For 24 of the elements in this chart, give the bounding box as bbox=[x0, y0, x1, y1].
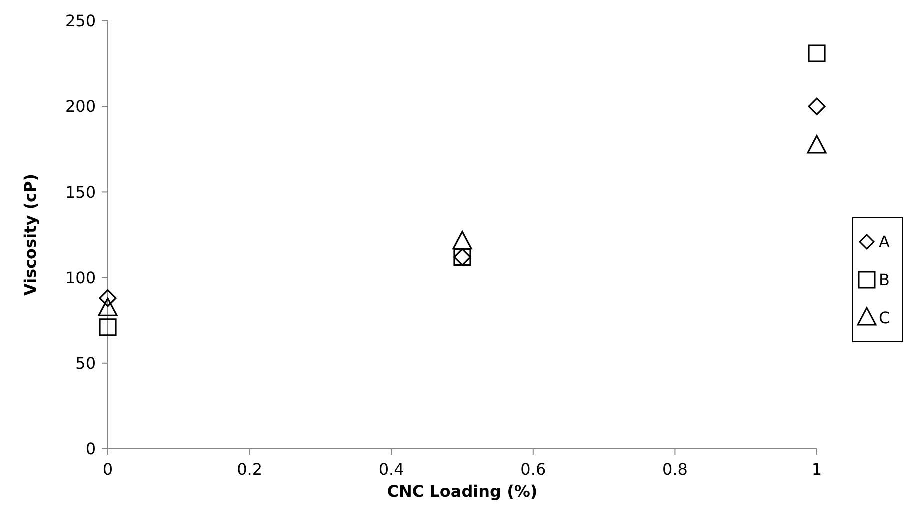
y-tick-label: 0 bbox=[86, 440, 96, 459]
point bbox=[808, 44, 826, 62]
legend-label: B bbox=[879, 270, 890, 290]
x-tick-label: 0.4 bbox=[378, 460, 404, 479]
x-axis-title: CNC Loading (%) bbox=[387, 482, 538, 501]
y-tick-label: 150 bbox=[65, 182, 96, 202]
point bbox=[99, 318, 117, 336]
x-tick-label: 0.8 bbox=[662, 460, 688, 479]
y-axis-title: Viscosity (cP) bbox=[21, 174, 40, 296]
x-tick-label: 1 bbox=[812, 460, 822, 479]
legend-label: C bbox=[879, 308, 890, 328]
y-tick-label: 250 bbox=[65, 12, 96, 31]
y-tick-label: 50 bbox=[76, 354, 96, 373]
point bbox=[99, 290, 117, 308]
x-tick-label: 0.6 bbox=[520, 460, 546, 479]
point bbox=[807, 135, 827, 154]
point bbox=[98, 298, 118, 316]
x-tick-label: 0 bbox=[102, 460, 114, 479]
y-tick-label: 200 bbox=[65, 97, 96, 116]
x-tick-label: 0.2 bbox=[237, 460, 263, 479]
legend-label: A bbox=[879, 232, 890, 252]
y-tick-label: 100 bbox=[65, 268, 96, 288]
point bbox=[808, 98, 826, 116]
point bbox=[452, 231, 472, 250]
